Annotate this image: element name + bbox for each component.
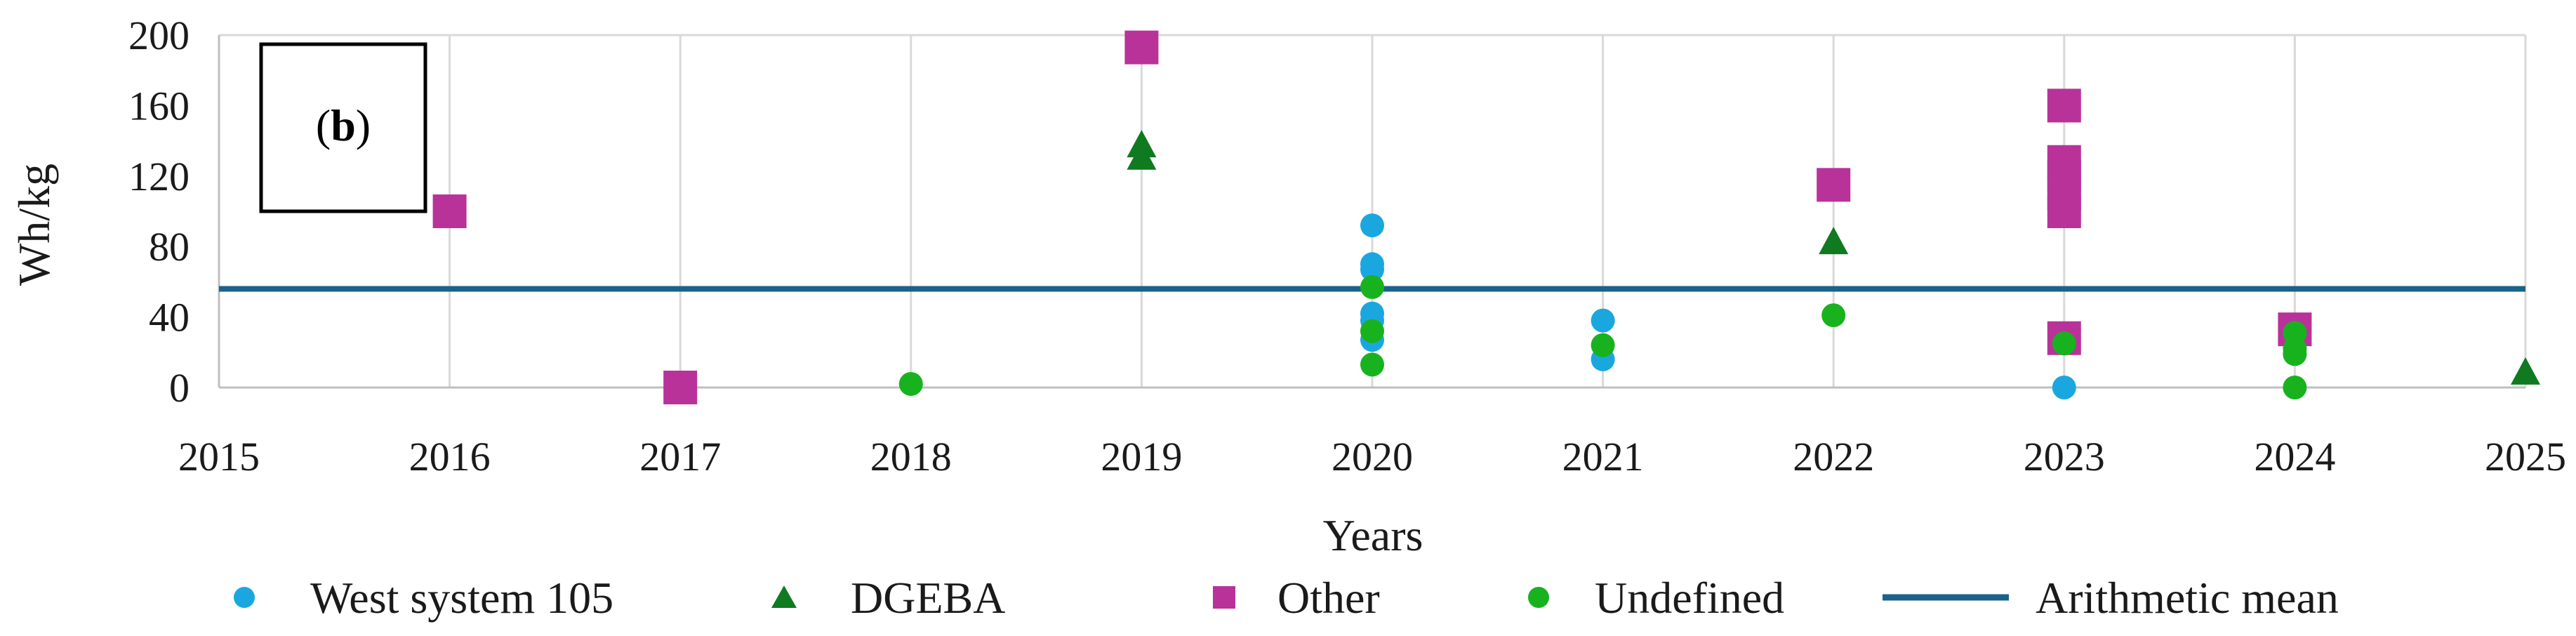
x-tick-label: 2024 — [2254, 434, 2335, 479]
y-tick-label: 200 — [128, 13, 190, 58]
other-point — [1817, 168, 1851, 202]
west-system-105-point — [1360, 257, 1384, 281]
y-axis-title: Wh/kg — [9, 164, 59, 286]
data-points — [432, 30, 2540, 404]
dgeba-point — [2511, 357, 2540, 385]
west-system-105-point — [2052, 376, 2076, 399]
legend-label-dgeba: DGEBA — [851, 573, 1005, 623]
legend-marker-west-system-105 — [234, 587, 255, 608]
legend-label-mean: Arithmetic mean — [2036, 573, 2339, 623]
undefined-point — [2052, 331, 2076, 356]
undefined-point — [1360, 319, 1384, 343]
x-tick-labels: 2015 2016 2017 2018 2019 2020 2021 2022 2023 2024… — [178, 434, 2566, 479]
other-point — [432, 194, 467, 228]
other-point — [663, 371, 698, 404]
dgeba-point — [1127, 142, 1157, 170]
legend: West system 105 DGEBA Other Undefined Ar… — [234, 573, 2339, 623]
legend-marker-dgeba — [771, 585, 797, 608]
y-tick-label: 80 — [149, 224, 190, 270]
other-point — [2047, 88, 2081, 123]
x-tick-label: 2018 — [870, 434, 952, 479]
x-tick-label: 2016 — [409, 434, 491, 479]
axes — [218, 35, 2525, 389]
undefined-point — [1360, 274, 1384, 299]
other-point — [2047, 194, 2081, 228]
legend-label-west-system-105: West system 105 — [310, 573, 613, 623]
x-axis-title: Years — [1323, 510, 1423, 560]
x-tick-label: 2021 — [1562, 434, 1644, 479]
legend-label-other: Other — [1277, 573, 1380, 623]
undefined-point — [2283, 342, 2307, 366]
undefined-point — [1360, 352, 1384, 377]
west-system-105-point — [1360, 213, 1384, 238]
y-tick-labels: 0 40 80 120 160 200 — [128, 13, 190, 411]
panel-label: (b) — [316, 100, 371, 150]
x-tick-label: 2022 — [1793, 434, 1874, 479]
x-tick-label: 2023 — [2024, 434, 2105, 479]
other-point — [1124, 30, 1159, 65]
panel-label-box — [259, 42, 427, 213]
x-tick-label: 2025 — [2485, 434, 2566, 479]
undefined-point — [1591, 333, 1615, 357]
legend-label-undefined: Undefined — [1595, 573, 1784, 623]
y-tick-label: 40 — [149, 295, 190, 340]
undefined-point — [2283, 376, 2307, 399]
x-tick-label: 2017 — [639, 434, 721, 479]
legend-marker-undefined — [1528, 587, 1549, 608]
undefined-point — [898, 371, 923, 396]
x-tick-label: 2020 — [1332, 434, 1413, 479]
undefined-point — [1821, 303, 1846, 328]
x-tick-label: 2019 — [1101, 434, 1182, 479]
dgeba-point — [1819, 227, 1849, 255]
grid-lines — [219, 34, 2527, 387]
y-tick-label: 0 — [169, 365, 190, 411]
y-tick-label: 120 — [128, 154, 190, 199]
x-tick-label: 2015 — [178, 434, 260, 479]
y-tick-label: 160 — [128, 83, 190, 128]
legend-marker-other — [1213, 586, 1235, 609]
west-system-105-point — [1591, 308, 1615, 333]
